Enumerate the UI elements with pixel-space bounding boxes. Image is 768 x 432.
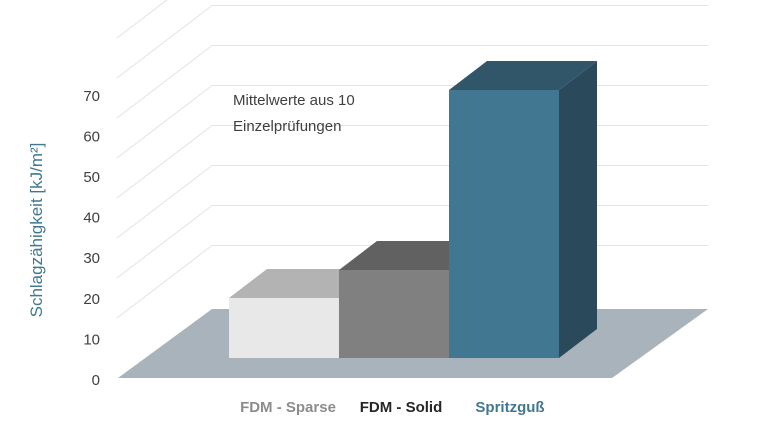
y-axis-ticks: 0 10 20 30 40 50 60 70 [83, 88, 100, 389]
y-tick-label: 20 [83, 291, 100, 308]
y-tick-label: 0 [92, 372, 100, 389]
y-tick-label: 70 [83, 88, 100, 105]
bar-front [339, 270, 449, 358]
y-tick-label: 60 [83, 128, 100, 145]
bars [229, 61, 597, 358]
annotation-line-1: Mittelwerte aus 10 [233, 92, 355, 109]
bar-front [229, 298, 339, 358]
category-labels: FDM - Sparse FDM - Solid Spritzguß [240, 399, 545, 416]
gridline-left [116, 165, 213, 239]
gridline-left [116, 85, 213, 159]
category-label: FDM - Solid [360, 399, 443, 416]
gridline-left [116, 0, 168, 39]
bar-front [449, 90, 559, 358]
gridline-left [116, 45, 213, 119]
category-label: FDM - Sparse [240, 399, 336, 416]
annotation-line-2: Einzelprüfungen [233, 118, 341, 135]
gridline-left [116, 205, 213, 279]
y-tick-label: 10 [83, 331, 100, 348]
bar-side [559, 61, 597, 358]
category-label: Spritzguß [475, 399, 544, 416]
bar-top [449, 61, 597, 90]
y-tick-label: 40 [83, 210, 100, 227]
y-axis-title: Schlagzähigkeit [kJ/m²] [27, 143, 46, 318]
gridline-left [116, 125, 213, 199]
y-tick-label: 30 [83, 250, 100, 267]
y-tick-label: 50 [83, 169, 100, 186]
gridline-left [116, 245, 213, 319]
bar-3 [449, 61, 597, 358]
gridline-left [116, 5, 213, 79]
